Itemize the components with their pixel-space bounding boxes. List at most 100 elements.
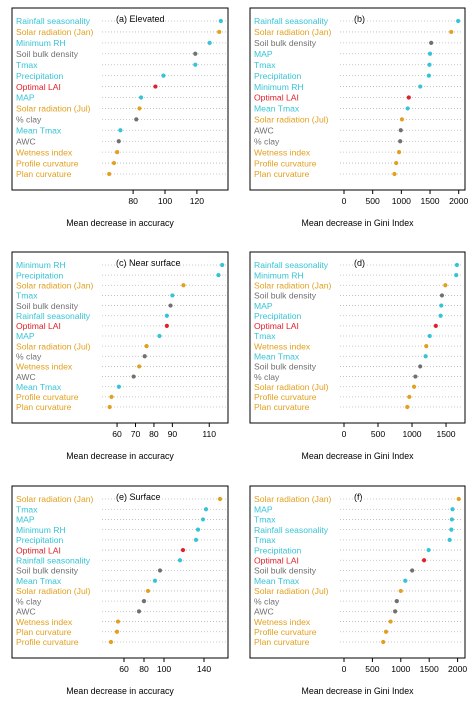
data-point [216, 273, 221, 278]
data-point [218, 18, 223, 24]
category-label: Tmax [254, 535, 276, 545]
data-point [398, 139, 403, 144]
category-label: Soil bulk density [254, 362, 317, 372]
data-point [394, 160, 399, 166]
data-point [426, 547, 431, 553]
category-label: Optimal LAI [16, 321, 61, 331]
category-label: Tmax [254, 515, 276, 525]
x-tick-label: 100 [157, 664, 172, 674]
data-point [421, 558, 427, 563]
category-label: Soil bulk density [16, 49, 79, 59]
data-point [138, 95, 144, 100]
data-point [134, 117, 139, 122]
data-point [439, 293, 445, 298]
category-label: Tmax [16, 291, 38, 301]
category-label: Precipitation [254, 311, 302, 321]
panel-frame [249, 485, 466, 659]
category-label: Minimum RH [16, 525, 66, 535]
category-label: Solar radiation (Jul) [254, 586, 329, 596]
x-tick-label: 100 [158, 196, 173, 206]
panel-title: (f) [354, 492, 363, 502]
data-point [152, 578, 158, 583]
panel-frame [11, 251, 229, 424]
category-label: Solar radiation (Jan) [254, 27, 332, 37]
x-tick-label: 2000 [449, 196, 468, 206]
category-label: Wetness index [16, 617, 73, 627]
panel-frame [11, 485, 229, 659]
data-point [433, 323, 438, 328]
category-label: Rainfall seasonality [16, 16, 91, 26]
x-tick-label: 1000 [392, 196, 411, 206]
category-label: Tmax [254, 60, 276, 70]
x-tick-label: 500 [365, 664, 380, 674]
category-label: Minimum RH [254, 270, 304, 280]
data-point [418, 364, 423, 369]
panel-title: (c) Near surface [116, 258, 181, 268]
category-label: % clay [254, 596, 280, 606]
category-label: AWC [16, 136, 36, 146]
category-label: MAP [254, 504, 273, 514]
x-axis-label: Mean decrease in Gini Index [302, 451, 415, 461]
data-point [131, 374, 136, 379]
category-label: Minimum RH [16, 38, 66, 48]
category-label: Solar radiation (Jul) [16, 341, 91, 351]
category-label: Minimum RH [16, 260, 66, 270]
category-label: AWC [254, 607, 274, 617]
x-tick-label: 80 [128, 196, 138, 206]
category-label: Plan curvature [16, 402, 72, 412]
data-point [398, 128, 403, 133]
data-point [411, 384, 417, 389]
category-label: % clay [254, 372, 280, 382]
category-label: Solar radiation (Jul) [254, 382, 329, 392]
data-point [413, 374, 418, 379]
category-label: Optimal LAI [16, 545, 61, 555]
x-tick-label: 2000 [448, 664, 467, 674]
data-point [217, 496, 223, 502]
panel-frame [249, 251, 466, 424]
data-point [418, 84, 423, 89]
panel-frame [249, 7, 466, 191]
data-point [115, 619, 121, 624]
data-point [403, 578, 408, 583]
category-label: Mean Tmax [16, 576, 62, 586]
category-label: Profile curvature [254, 627, 317, 637]
data-point [108, 639, 114, 645]
category-label: Mean Tmax [254, 104, 300, 114]
x-tick-label: 1500 [420, 196, 439, 206]
data-point [393, 609, 398, 614]
data-point [410, 568, 415, 573]
data-point [164, 313, 169, 318]
x-tick-label: 90 [168, 429, 178, 439]
panel-title: (a) Elevated [116, 14, 165, 24]
category-label: Profile curvature [16, 637, 79, 647]
data-point [443, 283, 448, 288]
category-label: Tmax [16, 504, 38, 514]
data-point [405, 106, 410, 111]
x-tick-label: 0 [342, 429, 347, 439]
category-label: Solar radiation (Jan) [16, 494, 94, 504]
data-point [449, 527, 454, 532]
data-point [424, 344, 429, 349]
category-label: Plan curvature [16, 169, 72, 179]
category-label: Soil bulk density [254, 291, 317, 301]
category-label: % clay [16, 115, 42, 125]
category-label: AWC [254, 125, 274, 135]
category-label: AWC [16, 372, 36, 382]
x-tick-label: 500 [371, 429, 386, 439]
category-label: Profile curvature [254, 158, 317, 168]
data-point [456, 18, 461, 24]
data-point [157, 333, 162, 339]
category-label: Soil bulk density [254, 566, 317, 576]
category-label: Solar radiation (Jan) [16, 280, 94, 290]
data-point [136, 609, 142, 614]
data-point [118, 128, 123, 133]
panel-title: (e) Surface [116, 492, 161, 502]
category-label: Mean Tmax [16, 382, 62, 392]
data-point [449, 29, 454, 35]
category-label: Rainfall seasonality [254, 16, 329, 26]
category-label: % clay [254, 136, 280, 146]
data-point [157, 568, 163, 573]
